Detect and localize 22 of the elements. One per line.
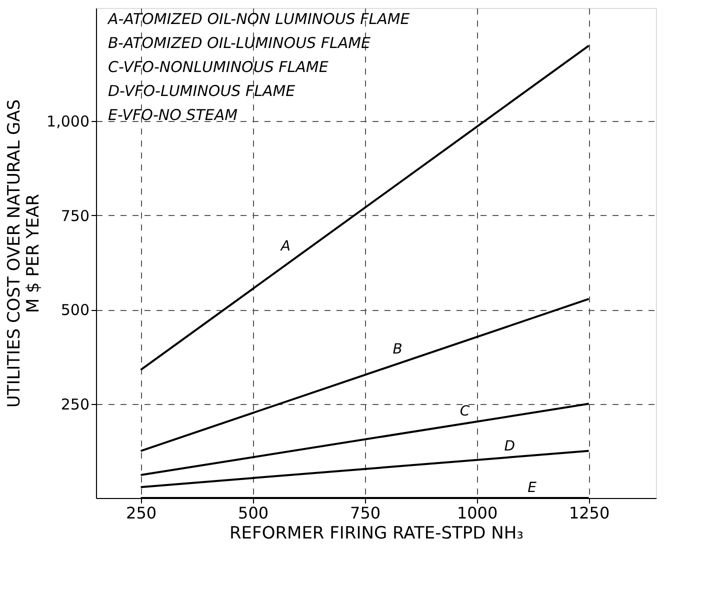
- annotation: C-VFO-NONLUMINOUS FLAME: [108, 58, 329, 76]
- series-label: E: [528, 480, 537, 496]
- y-tick-label: 250: [60, 395, 90, 414]
- annotation: D-VFO-LUMINOUS FLAME: [108, 82, 296, 100]
- y-tick-label: 750: [60, 206, 90, 225]
- annotation: E-VFO-NO STEAM: [108, 106, 238, 124]
- series-label: B: [392, 342, 402, 358]
- annotation: A-ATOMIZED OIL-NON LUMINOUS FLAME: [107, 10, 410, 28]
- x-tick-label: 250: [126, 504, 157, 522]
- y-tick-label: 500: [60, 301, 90, 320]
- y-tick-label: 1,000: [46, 112, 90, 131]
- annotation: B-ATOMIZED OIL-LUMINOUS FLAME: [108, 34, 372, 52]
- x-tick-label: 1250: [568, 504, 610, 522]
- text: M $ PER YEAR: [24, 194, 44, 314]
- x-tick-label: 500: [238, 504, 269, 522]
- text: UTILITIES COST OVER NATURAL GAS: [4, 99, 25, 408]
- series-label: A: [280, 238, 290, 254]
- x-tick-label: 1000: [456, 504, 498, 522]
- x-tick-label: 750: [350, 504, 381, 522]
- series-label: D: [504, 438, 516, 454]
- series-label: C: [460, 404, 470, 420]
- x-axis-title: REFORMER FIRING RATE-STPD NH₃: [230, 524, 524, 544]
